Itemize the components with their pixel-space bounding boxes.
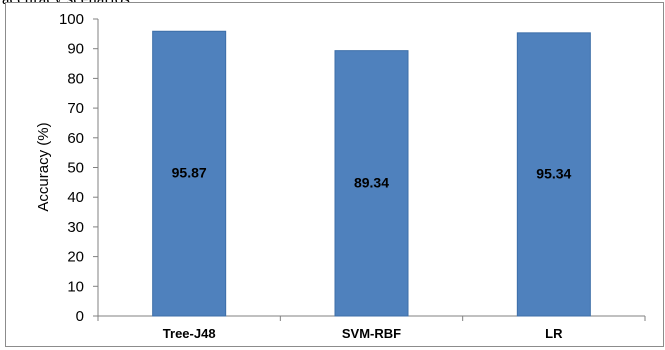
- x-tick-label: LR: [545, 326, 563, 341]
- x-tick-labels: Tree-J48 SVM-RBF LR: [97, 316, 646, 341]
- bar-tree-j48: [152, 30, 227, 317]
- data-label: 95.34: [536, 165, 571, 181]
- bar-lr: [516, 32, 591, 317]
- x-tick-label: SVM-RBF: [342, 326, 401, 341]
- data-labels: 95.87 89.34 95.34: [172, 165, 572, 191]
- y-tick-label: 70: [67, 100, 84, 117]
- y-tick-label: 90: [67, 41, 84, 58]
- y-tick-label: 0: [76, 308, 84, 325]
- y-tick-label: 100: [59, 11, 84, 28]
- x-tick-label: Tree-J48: [163, 326, 216, 341]
- y-axis-title: Accuracy (%): [35, 122, 52, 211]
- bar-svm-rbf: [334, 50, 409, 317]
- y-ticks: 0 10 20 30 40 50 60 70 80 90 100: [59, 11, 98, 325]
- y-tick-label: 20: [67, 249, 84, 266]
- y-tick-label: 50: [67, 160, 84, 177]
- y-tick-label: 30: [67, 219, 84, 236]
- bars: [152, 30, 591, 317]
- y-tick-label: 10: [67, 278, 84, 295]
- data-label: 95.87: [172, 165, 207, 181]
- y-tick-label: 40: [67, 189, 84, 206]
- data-label: 89.34: [354, 174, 389, 190]
- y-tick-label: 60: [67, 130, 84, 147]
- y-tick-label: 80: [67, 70, 84, 87]
